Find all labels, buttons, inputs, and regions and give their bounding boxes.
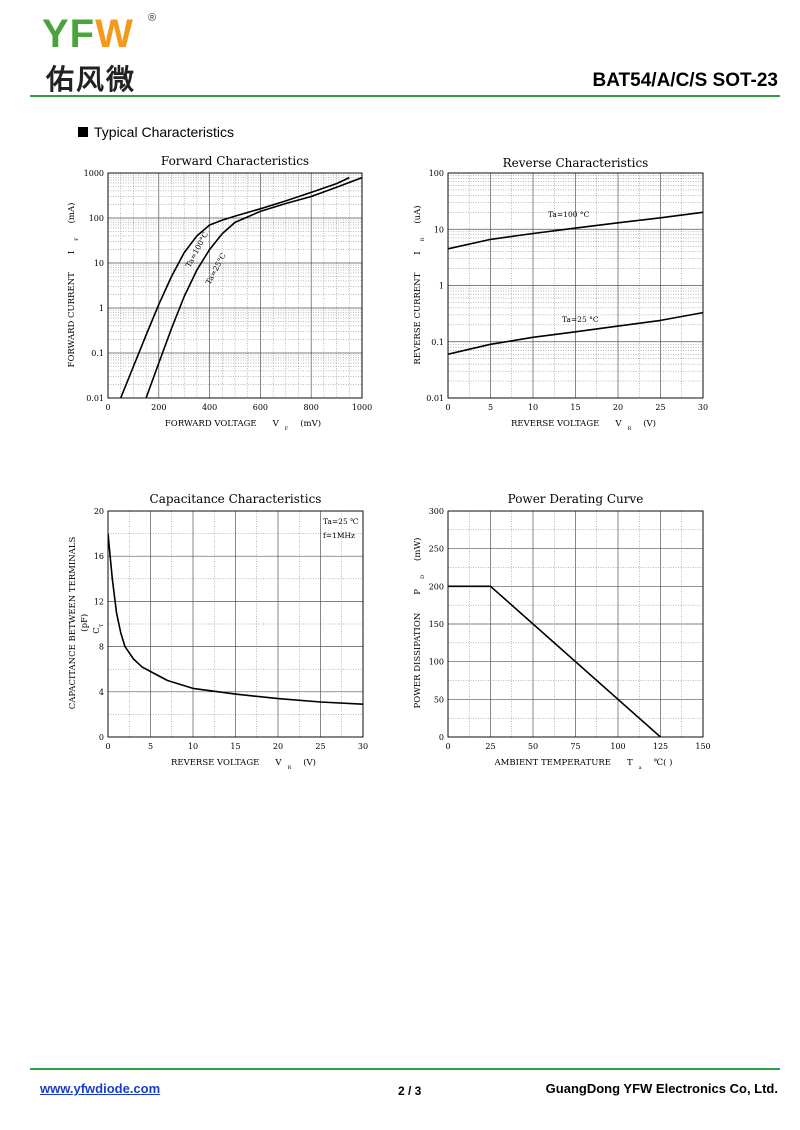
x-tick-label: 20: [273, 742, 283, 751]
capacitance-characteristics-chart: 0 5 10 15 20 25 30 0 4 8 12 16 20 Capacitance Charact…: [68, 492, 368, 771]
x-tick-label: 1000: [352, 403, 372, 412]
x-tick-label: 50: [528, 742, 538, 751]
y-axis-label: CAPACITANCE BETWEEN TERMINALS (pF) CT: [68, 537, 105, 710]
chart-title: Capacitance Characteristics: [150, 492, 322, 506]
y-tick-label: 16: [94, 552, 104, 561]
y-tick-label: 1000: [84, 169, 104, 178]
y-tick-label: 0.1: [431, 338, 444, 347]
chart-title: Power Derating Curve: [508, 492, 644, 506]
x-tick-label: 200: [151, 403, 166, 412]
x-tick-label: 0: [445, 742, 450, 751]
x-tick-label: 0: [105, 742, 110, 751]
chart-title: Reverse Characteristics: [503, 156, 649, 170]
section-title: Typical Characteristics: [94, 124, 235, 140]
yfw-logo: YFW ® 佑风微: [42, 12, 162, 96]
y-tick-label: 8: [99, 643, 104, 652]
x-tick-label: 600: [253, 403, 268, 412]
y-tick-label: 100: [429, 658, 444, 667]
x-tick-label: 15: [230, 742, 240, 751]
x-tick-label: 30: [698, 403, 708, 412]
x-tick-label: 25: [485, 742, 495, 751]
company-name: GuangDong YFW Electronics Co, Ltd.: [545, 1081, 778, 1096]
chart-annotation: f=1MHz: [323, 531, 355, 540]
x-tick-label: 25: [315, 742, 325, 751]
website-link[interactable]: www.yfwdiode.com: [40, 1081, 161, 1096]
y-tick-label: 0.01: [86, 394, 104, 403]
x-tick-label: 10: [528, 403, 538, 412]
y-axis-label: FORWARD CURRENTIF(mA): [66, 203, 80, 368]
y-tick-label: 150: [429, 620, 444, 629]
x-tick-label: 800: [304, 403, 319, 412]
chart-annotation: Ta=25 ℃: [323, 517, 359, 526]
y-tick-label: 1: [439, 282, 444, 291]
x-tick-label: 400: [202, 403, 217, 412]
section-heading: Typical Characteristics: [78, 124, 234, 140]
y-tick-label: 50: [434, 695, 444, 704]
series-line-ta-100-c: [448, 211, 703, 250]
y-tick-label: 200: [429, 582, 444, 591]
y-tick-label: 0: [99, 733, 104, 742]
series-label: Ta=100 °C: [548, 210, 590, 219]
y-tick-label: 100: [429, 169, 444, 178]
y-axis-label: REVERSE CURRENTIR(uA): [412, 205, 426, 364]
page-number: 2 / 3: [398, 1084, 422, 1098]
logo-chinese-name: 佑风微: [46, 63, 137, 96]
x-tick-label: 125: [653, 742, 668, 751]
y-tick-label: 0.1: [91, 349, 104, 358]
power-derating-chart: 0 25 50 75 100 125 150 0 50 100 150 200 250 300 Power …: [412, 492, 711, 771]
x-tick-label: 100: [610, 742, 625, 751]
x-tick-label: 30: [358, 742, 368, 751]
x-axis-label: REVERSE VOLTAGE V R (V): [511, 418, 656, 432]
series-line: [108, 533, 363, 705]
y-tick-label: 10: [434, 225, 444, 234]
header-rule: [30, 95, 780, 97]
square-bullet-icon: [78, 127, 88, 137]
reverse-characteristics-chart: 0 5 10 15 20 25 30 0.01 0.1 1 10 100 Reverse Charact…: [412, 156, 708, 432]
y-tick-label: 250: [429, 545, 444, 554]
x-tick-label: 15: [570, 403, 580, 412]
plot-frame: [447, 172, 704, 399]
series-label: Ta=25 °C: [562, 315, 599, 324]
x-axis-label: FORWARD VOLTAGE V F (mV): [165, 418, 321, 432]
registered-mark: ®: [148, 12, 157, 24]
y-tick-label: 300: [429, 507, 444, 516]
y-axis-label: POWER DISSIPATIONPD(mW): [412, 538, 426, 709]
x-tick-label: 5: [488, 403, 493, 412]
y-tick-label: 12: [94, 597, 104, 606]
y-tick-label: 0.01: [426, 394, 444, 403]
x-tick-label: 5: [148, 742, 153, 751]
y-tick-label: 100: [89, 214, 104, 223]
plot-frame: [107, 510, 364, 738]
x-tick-label: 75: [570, 742, 580, 751]
y-tick-label: 10: [94, 259, 104, 268]
x-tick-label: 150: [695, 742, 710, 751]
plot-frame: [107, 172, 363, 399]
series-line: [448, 585, 662, 737]
x-tick-label: 0: [105, 403, 110, 412]
series-line-ta-25-c: [448, 311, 703, 355]
y-tick-label: 1: [99, 304, 104, 313]
part-number: BAT54/A/C/S SOT-23: [592, 70, 778, 91]
y-tick-label: 0: [439, 733, 444, 742]
footer-rule: [30, 1068, 780, 1070]
x-tick-label: 25: [655, 403, 665, 412]
plot-frame: [447, 510, 704, 738]
x-tick-label: 10: [188, 742, 198, 751]
series-line-ta-25-c: [145, 176, 362, 398]
y-tick-label: 4: [99, 688, 104, 697]
x-tick-label: 0: [445, 403, 450, 412]
logo-brand: YFW: [42, 12, 134, 56]
x-axis-label: REVERSE VOLTAGE V R (V): [171, 757, 316, 771]
x-tick-label: 20: [613, 403, 623, 412]
y-tick-label: 20: [94, 507, 104, 516]
series-line-ta-100-c: [119, 176, 350, 398]
chart-title: Forward Characteristics: [161, 154, 309, 168]
forward-characteristics-chart: 0 200 400 600 800 1000 0.01 0.1 1 10 100 1000 Forwar…: [66, 154, 372, 432]
